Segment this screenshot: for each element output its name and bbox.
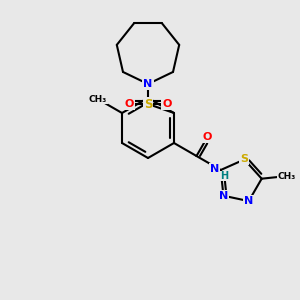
Text: N: N	[219, 191, 228, 201]
Text: S: S	[240, 154, 248, 164]
Text: O: O	[203, 132, 212, 142]
Text: N: N	[210, 164, 219, 174]
Text: CH₃: CH₃	[278, 172, 296, 181]
Text: N: N	[143, 79, 153, 89]
Text: S: S	[144, 98, 152, 110]
Text: CH₃: CH₃	[88, 94, 107, 103]
Text: H: H	[220, 171, 228, 181]
Text: O: O	[124, 99, 134, 109]
Text: O: O	[162, 99, 172, 109]
Text: N: N	[244, 196, 254, 206]
